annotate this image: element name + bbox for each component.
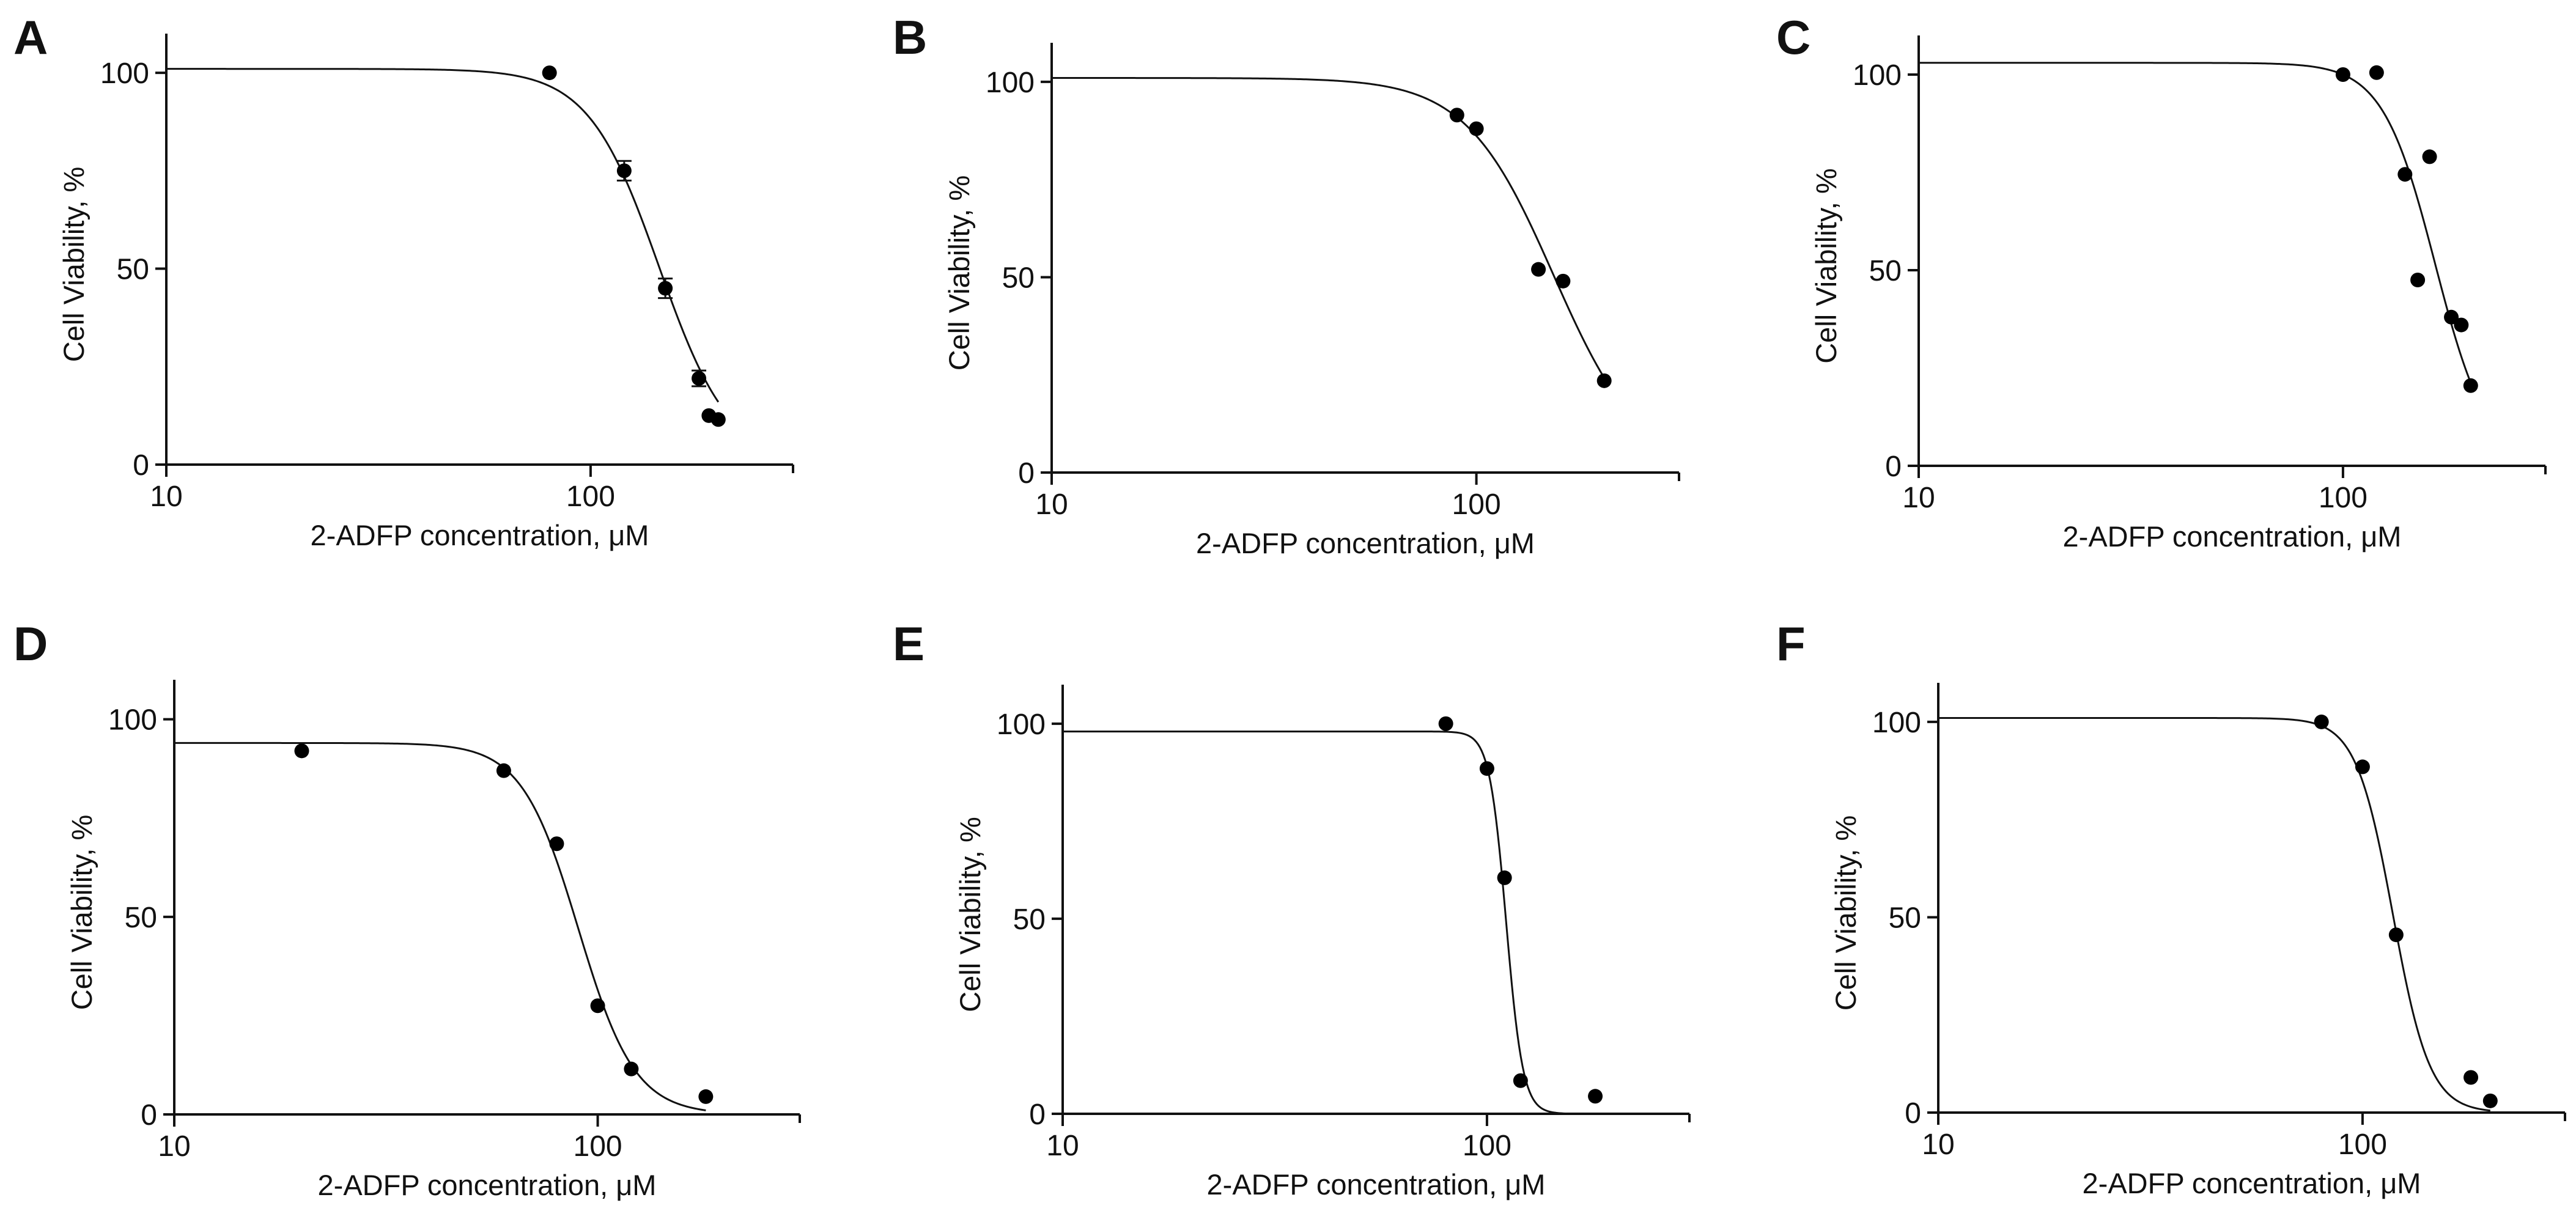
panel-letter: E	[893, 617, 924, 671]
y-tick-label: 0	[1018, 457, 1035, 490]
data-point	[1513, 1073, 1528, 1088]
panel-letter: F	[1776, 617, 1806, 671]
y-axis-title: Cell Viability, %	[954, 817, 986, 1012]
data-point	[2482, 1093, 2498, 1108]
y-tick-label: 50	[1002, 262, 1035, 294]
data-point	[1497, 870, 1512, 885]
fit-curve	[1919, 62, 2472, 383]
fit-curve	[1938, 717, 2490, 1112]
y-tick-label: 100	[997, 709, 1046, 741]
x-tick-label: 10	[158, 1130, 190, 1163]
data-point	[2463, 1070, 2479, 1085]
y-axis-title: Cell Viability, %	[57, 167, 90, 363]
data-point	[496, 763, 511, 778]
data-point	[590, 998, 605, 1014]
panel-e: E 0 50 100 10 100 2-ADFP concentration, μM Cell…	[893, 617, 1691, 1201]
y-axis-title: Cell Viability, %	[65, 815, 98, 1010]
data-point	[549, 836, 564, 852]
x-tick-label: 10	[1035, 488, 1068, 521]
data-point	[2410, 273, 2426, 287]
y-tick-label: 0	[1905, 1097, 1921, 1130]
panel-a: A 0 50 100 10 100 2-ADFP concentration, μM Cell…	[13, 10, 794, 551]
data-point	[2422, 149, 2437, 164]
x-tick-label: 100	[1452, 488, 1501, 521]
data-point	[2369, 65, 2384, 80]
y-axis-title: Cell Viability, %	[943, 175, 975, 371]
data-point	[1588, 1089, 1603, 1104]
data-point	[2335, 67, 2350, 82]
data-point	[1596, 373, 1612, 388]
data-point	[698, 1089, 714, 1104]
data-point	[2314, 714, 2329, 729]
panel-letter: A	[13, 10, 48, 64]
y-tick-label: 50	[1013, 904, 1046, 936]
x-tick-label: 10	[1922, 1128, 1954, 1161]
data-point	[2388, 927, 2404, 943]
fit-curve	[1063, 731, 1596, 1115]
x-axis-title: 2-ADFP concentration, μM	[1196, 527, 1535, 559]
data-point	[1449, 108, 1464, 123]
x-tick-label: 10	[1902, 482, 1935, 514]
panel-c: C 0 50 100 10 100 2-ADFP concentration, μM Cell…	[1776, 10, 2547, 553]
data-point	[2454, 317, 2469, 333]
data-point	[710, 412, 726, 427]
data-point	[1438, 716, 1453, 731]
fit-curve	[166, 68, 720, 403]
data-point	[624, 1061, 639, 1077]
data-point	[1469, 121, 1484, 136]
fit-curve	[1052, 77, 1605, 378]
data-point	[294, 743, 309, 759]
y-tick-label: 0	[133, 449, 149, 482]
data-point	[2444, 309, 2459, 325]
x-axis-title: 2-ADFP concentration, μM	[311, 519, 649, 551]
data-point	[2397, 167, 2413, 182]
x-tick-label: 100	[2319, 482, 2367, 514]
x-tick-label: 10	[1046, 1130, 1079, 1162]
data-point	[658, 281, 673, 296]
data-point	[542, 65, 557, 81]
y-tick-label: 50	[125, 902, 157, 934]
y-axis-title: Cell Viability, %	[1829, 815, 1862, 1011]
y-tick-label: 100	[108, 704, 157, 737]
x-tick-label: 100	[574, 1130, 622, 1163]
data-point	[2355, 759, 2370, 775]
data-point	[692, 371, 707, 386]
data-point	[2463, 378, 2478, 393]
x-axis-title: 2-ADFP concentration, μM	[318, 1169, 657, 1201]
y-tick-label: 100	[1872, 707, 1921, 739]
y-tick-label: 100	[986, 67, 1035, 99]
y-tick-label: 100	[1853, 59, 1902, 92]
x-axis-title: 2-ADFP concentration, μM	[1207, 1168, 1546, 1201]
data-point	[1531, 262, 1546, 277]
y-axis-title: Cell Viability, %	[1810, 168, 1842, 364]
data-point	[616, 163, 632, 179]
panel-f: F 0 50 100 10 100 2-ADFP concentration, μM Cell…	[1776, 617, 2566, 1199]
y-tick-label: 50	[1869, 255, 1902, 287]
x-tick-label: 10	[150, 480, 182, 513]
y-tick-label: 0	[1029, 1099, 1046, 1131]
panel-letter: B	[893, 10, 927, 64]
fit-curve	[174, 742, 706, 1111]
y-tick-label: 0	[141, 1099, 157, 1132]
data-point	[1479, 761, 1494, 776]
x-tick-label: 100	[566, 480, 615, 513]
panel-d: D 0 50 100 10 100 2-ADFP concentration, μM Cell…	[13, 617, 801, 1201]
x-axis-title: 2-ADFP concentration, μM	[2063, 520, 2402, 553]
y-tick-label: 50	[1889, 902, 1921, 934]
panel-letter: D	[13, 617, 48, 671]
y-tick-label: 0	[1885, 451, 1902, 483]
y-tick-label: 100	[100, 57, 149, 90]
x-tick-label: 100	[1463, 1130, 1511, 1162]
x-tick-label: 100	[2338, 1128, 2387, 1161]
panel-b: B 0 50 100 10 100 2-ADFP concentration, μM Cell…	[893, 10, 1680, 559]
data-point	[1556, 273, 1571, 289]
panel-letter: C	[1776, 10, 1810, 64]
x-axis-title: 2-ADFP concentration, μM	[2083, 1167, 2421, 1199]
y-tick-label: 50	[117, 254, 149, 286]
